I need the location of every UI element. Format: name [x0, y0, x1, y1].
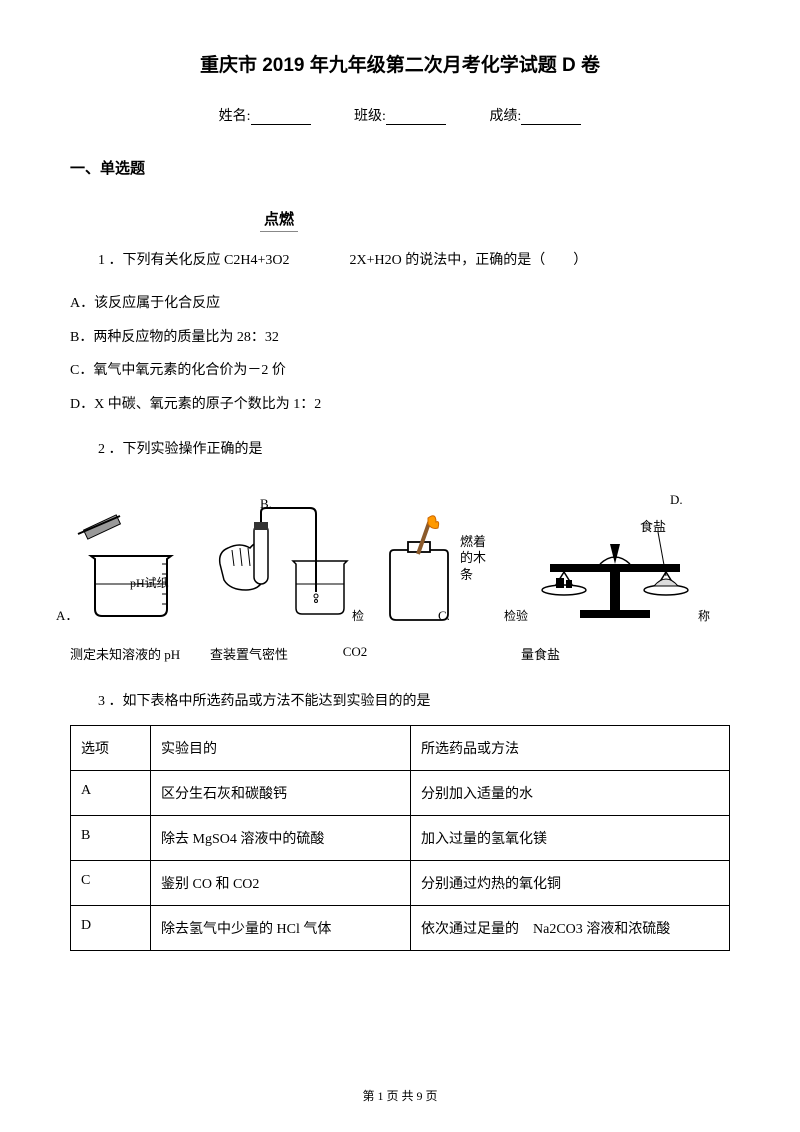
cap-b: 查装置气密性 — [210, 644, 320, 663]
ignite-label: 点燃 — [260, 208, 298, 232]
q3-h2: 实验目的 — [151, 726, 411, 771]
q3-A2: 区分生石灰和碳酸钙 — [151, 771, 411, 816]
name-blank — [251, 111, 311, 125]
diagram-c-letter: C. — [438, 608, 450, 624]
cheng-label: 称 — [698, 607, 710, 624]
diagram-b-letter: B. — [260, 496, 272, 512]
score-label: 成绩: — [489, 109, 521, 124]
q3-stem: 3 ．如下表格中所选药品或方法不能达到实验目的的是 — [70, 687, 730, 718]
q3-B1: B — [71, 816, 151, 861]
cap-a: 测定未知溶液的 pH — [70, 644, 210, 663]
salt-label: 食盐 — [640, 516, 666, 535]
page-title: 重庆市 2019 年九年级第二次月考化学试题 D 卷 — [70, 50, 730, 77]
q3-C3: 分别通过灼热的氧化铜 — [411, 861, 730, 906]
beaker-ph-icon — [70, 514, 190, 624]
diagram-a: pH试纸 A． — [70, 514, 200, 624]
jian-label-1: 检 — [352, 607, 364, 624]
q3-C2: 鉴别 CO 和 CO2 — [151, 861, 411, 906]
q1-stem-a: 1 ．下列有关化反应 C2H4+3O2 — [98, 253, 289, 268]
section-heading: 一、单选题 — [70, 157, 730, 178]
q3-D2: 除去氢气中少量的 HCl 气体 — [151, 906, 411, 951]
q3-D3: 依次通过足量的 Na2CO3 溶液和浓硫酸 — [411, 906, 730, 951]
diagram-row: pH试纸 A． B. 检 C. — [70, 474, 730, 624]
diagram-d: D. 食盐 称 — [530, 514, 700, 624]
q3-D1: D — [71, 906, 151, 951]
caption-row: 测定未知溶液的 pH 查装置气密性 CO2 量食盐 — [70, 644, 730, 663]
q1-optB: B．两种反应物的质量比为 28：32 — [70, 321, 730, 355]
diagram-a-letter: A． — [56, 605, 78, 624]
co2-bottle-icon — [370, 514, 470, 624]
q3-B2: 除去 MgSO4 溶液中的硫酸 — [151, 816, 411, 861]
balance-icon — [530, 514, 700, 624]
name-label: 姓名: — [219, 109, 251, 124]
q3-h1: 选项 — [71, 726, 151, 771]
q3-table: 选项 实验目的 所选药品或方法 A 区分生石灰和碳酸钙 分别加入适量的水 B 除… — [70, 725, 730, 951]
q1-optA: A．该反应属于化合反应 — [70, 287, 730, 321]
q1-optD: D．X 中碳、氧元素的原子个数比为 1：2 — [70, 388, 730, 422]
q1-optC: C．氧气中氧元素的化合价为－2 价 — [70, 354, 730, 388]
stick-l1: 燃着 — [460, 534, 486, 551]
q1-stem-b: 2X+H2O 的说法中，正确的是（ ） — [349, 253, 587, 268]
ph-paper-label: pH试纸 — [130, 574, 169, 591]
info-row: 姓名: 班级: 成绩: — [70, 105, 730, 125]
jian-label-2: 检验 — [504, 607, 528, 624]
q3-B3: 加入过量的氢氧化镁 — [411, 816, 730, 861]
stick-l3: 条 — [460, 567, 486, 584]
diagram-b: B. 检 — [210, 504, 360, 624]
diagram-c: C. 燃着 的木 条 检验 — [370, 514, 520, 624]
class-label: 班级: — [354, 109, 386, 124]
cap-d: 量食盐 — [390, 644, 590, 663]
q3-h3: 所选药品或方法 — [411, 726, 730, 771]
stick-l2: 的木 — [460, 550, 486, 567]
score-blank — [521, 111, 581, 125]
ignite-row: 点燃 — [70, 208, 730, 248]
page-footer: 第 1 页 共 9 页 — [0, 1087, 800, 1104]
q3-C1: C — [71, 861, 151, 906]
q3-A3: 分别加入适量的水 — [411, 771, 730, 816]
q2-stem: 2 ．下列实验操作正确的是 — [70, 436, 730, 464]
class-blank — [386, 111, 446, 125]
cap-c-co2: CO2 — [320, 644, 390, 663]
q3-A1: A — [71, 771, 151, 816]
burning-stick-label: 燃着 的木 条 — [460, 534, 486, 585]
q1-stem: 1 ．下列有关化反应 C2H4+3O2 2X+H2O 的说法中，正确的是（ ） — [70, 248, 730, 273]
diagram-d-letter: D. — [670, 492, 683, 508]
airtight-icon — [210, 504, 360, 624]
